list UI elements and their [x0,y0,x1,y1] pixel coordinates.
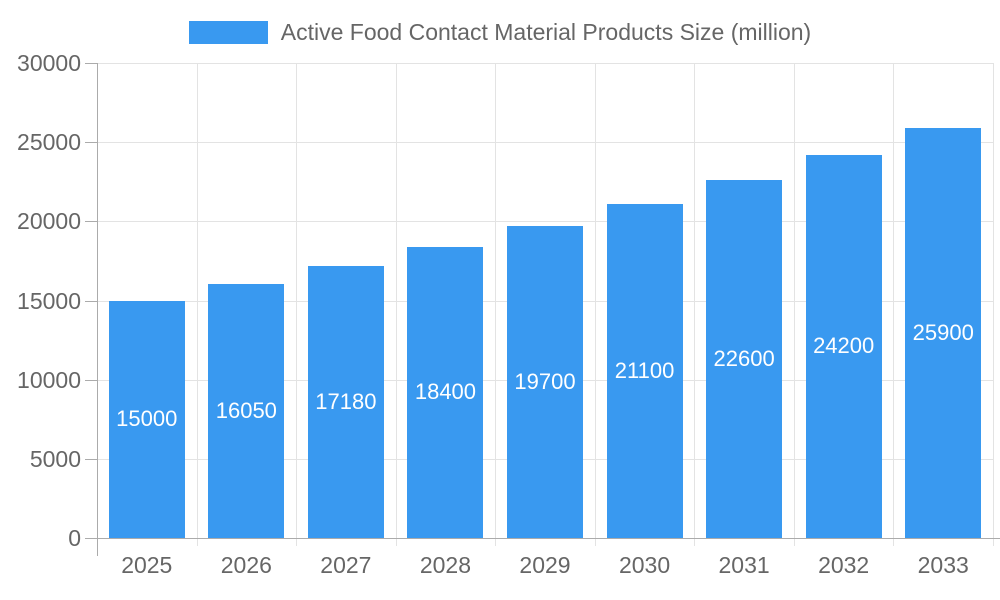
y-tick [85,300,97,302]
bar: 15000 [108,300,185,538]
bar: 19700 [507,226,583,538]
y-axis-line [97,63,98,556]
x-tick-label: 2029 [519,552,571,578]
y-tick [85,458,97,460]
x-gridline [296,63,298,546]
x-gridline [893,63,895,546]
y-tick [85,142,97,144]
x-gridline [993,63,994,546]
x-tick-label: 2031 [718,552,770,578]
legend-swatch-icon [188,21,268,44]
x-axis-line [85,538,1000,539]
bar-value-label: 22600 [713,346,775,372]
y-tick-label: 30000 [17,50,81,76]
y-tick-label: 10000 [17,366,81,393]
plot-area: 0 5000 10000 15000 20000 25000 30000 15000 16050… [17,50,1000,578]
x-tick-label: 2026 [220,552,272,578]
y-tick-label: 0 [68,525,81,551]
y-tick [85,63,97,64]
bar-value-label: 25900 [912,319,974,345]
bar-value-label: 16050 [215,397,277,423]
x-tick-label: 2028 [419,552,472,578]
bar-value-label: 15000 [116,406,178,432]
bar-value-label: 18400 [414,379,477,405]
y-gridline [97,221,993,223]
legend-item[interactable]: Active Food Contact Material Products Si… [0,19,1000,46]
bar-value-label: 21100 [614,357,675,383]
y-gridline [97,142,993,144]
bar: 17180 [307,265,384,538]
bar: 16050 [208,283,285,538]
bar: 21100 [606,203,683,538]
x-gridline [395,63,397,546]
y-tick-label: 5000 [29,445,81,472]
x-gridline [594,63,596,546]
legend-label: Active Food Contact Material Products Si… [280,19,812,45]
y-tick-label: 25000 [17,129,81,156]
x-tick-label: 2027 [320,552,372,578]
y-tick-label: 20000 [17,208,81,235]
y-tick [85,379,97,381]
x-tick-label: 2030 [618,552,671,578]
x-tick-label: 2025 [121,552,173,578]
bar: 24200 [805,154,882,538]
x-tick-label: 2033 [917,552,969,578]
x-tick-label: 2032 [818,552,870,578]
x-gridline [495,63,497,546]
bar-value-label: 17180 [315,388,377,414]
x-gridline [196,63,198,546]
y-tick [85,221,97,223]
bar: 18400 [407,246,484,538]
bar-value-label: 24200 [813,333,875,359]
bar: 25900 [905,127,982,538]
y-gridline [97,63,993,64]
x-gridline [694,63,696,546]
bar-value-label: 19700 [514,369,576,395]
x-gridline [793,63,795,546]
y-tick-label: 15000 [17,287,81,314]
bar: 22600 [706,180,783,538]
